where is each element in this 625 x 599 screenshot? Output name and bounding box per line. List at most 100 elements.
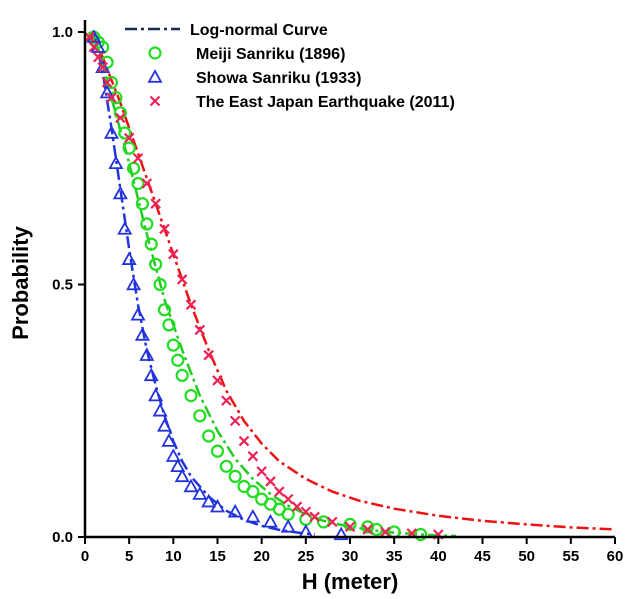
- series-3-point-17: [203, 349, 214, 361]
- series-2-point-7: [112, 185, 128, 200]
- series-2-point-25: [209, 498, 226, 513]
- y-axis-ticks: 0.0 0.5 1.0: [52, 24, 85, 546]
- series-1-point-37: [361, 520, 375, 534]
- x-axis-title: H (meter): [302, 569, 399, 594]
- series-2-point-20: [170, 458, 186, 473]
- series-3-point-3: [92, 51, 104, 63]
- lognormal-curve-3: [88, 31, 616, 531]
- x-tick-label-25: 25: [297, 548, 314, 565]
- series-2-point-17: [156, 418, 173, 432]
- series-3-point-30: [327, 516, 338, 528]
- series-1-point-24: [202, 429, 216, 443]
- series-3-point-7: [115, 112, 126, 124]
- series-1-point-14: [144, 237, 158, 251]
- series-2-point-11: [130, 306, 146, 321]
- series-1-point-17: [157, 303, 172, 317]
- series-2-point-29: [280, 519, 296, 533]
- series-1-point-16: [153, 277, 167, 292]
- x-tick-label-50: 50: [518, 548, 535, 565]
- x-tick-label-0: 0: [81, 548, 89, 565]
- legend-label-4: The East Japan Earthquake (2011): [196, 94, 455, 111]
- series-1-point-27: [228, 469, 242, 483]
- series-1-point-21: [175, 368, 189, 382]
- series-3-point-32: [362, 524, 373, 535]
- legend-swatch-cross: [149, 95, 161, 107]
- series-3-point-19: [221, 395, 232, 406]
- legend-label-1: Log-normal Curve: [190, 22, 328, 39]
- series-2-point-3: [95, 59, 111, 74]
- series-2-point-21: [174, 468, 190, 483]
- series-3-point-22: [247, 450, 259, 462]
- series-1-point-25: [210, 444, 225, 458]
- y-tick-label-0.5: 0.5: [52, 277, 73, 294]
- x-tick-label-55: 55: [562, 548, 579, 565]
- y-tick-label-0.0: 0.0: [52, 529, 73, 546]
- series-2-point-8: [117, 221, 133, 235]
- y-tick-label-1.0: 1.0: [52, 24, 73, 41]
- points-layer: [84, 29, 444, 542]
- series-2-point-6: [108, 155, 124, 170]
- series-3-point-31: [344, 521, 356, 533]
- series-3-point-4: [97, 62, 108, 73]
- series-3-point-15: [185, 299, 197, 310]
- series-3-point-28: [300, 506, 312, 518]
- series-3-point-21: [238, 435, 250, 447]
- series-2-point-24: [201, 493, 217, 508]
- series-1-point-8: [118, 126, 132, 140]
- series-2-point-9: [121, 251, 137, 265]
- series-1-point-11: [131, 176, 145, 191]
- series-2-point-12: [134, 327, 150, 341]
- x-tick-label-60: 60: [607, 548, 624, 565]
- series-1-point-10: [126, 161, 141, 175]
- legend: Log-normal Curve Meiji Sanriku (1896) Show…: [125, 22, 455, 111]
- series-1-point-23: [193, 409, 207, 423]
- series-3-point-20: [229, 415, 241, 427]
- legend-swatch-triangle: [147, 69, 163, 83]
- series-3-point-12: [159, 223, 170, 235]
- series-2-point-30: [298, 524, 314, 538]
- series-3-point-29: [309, 511, 320, 523]
- x-tick-label-45: 45: [474, 548, 491, 565]
- series-1-point-18: [162, 318, 176, 332]
- series-1-point-19: [166, 338, 180, 352]
- x-tick-label-30: 30: [342, 548, 359, 565]
- series-1-point-26: [219, 459, 233, 473]
- series-3-point-16: [194, 324, 206, 336]
- legend-swatch-circle: [148, 46, 162, 60]
- series-3-point-2: [88, 41, 100, 53]
- series-3-point-11: [150, 198, 161, 209]
- series-1-point-15: [149, 257, 163, 271]
- series-2-point-23: [192, 486, 208, 500]
- series-1-point-29: [246, 484, 260, 499]
- series-2-point-19: [165, 448, 181, 462]
- legend-label-3: Showa Sanriku (1933): [196, 70, 361, 87]
- lognormal-curve-1: [92, 31, 457, 538]
- legend-label-2: Meiji Sanriku (1896): [196, 46, 345, 63]
- series-3-point-26: [282, 493, 294, 505]
- x-tick-label-15: 15: [209, 548, 226, 565]
- series-2-point-27: [245, 508, 261, 523]
- series-3-point-6: [106, 92, 117, 103]
- series-2-point-31: [333, 526, 349, 541]
- series-3-point-24: [265, 476, 276, 487]
- series-3-point-25: [274, 486, 285, 497]
- series-3-point-8: [123, 132, 135, 144]
- series-2-point-14: [143, 367, 159, 382]
- series-2-point-26: [227, 503, 243, 518]
- series-1-point-36: [343, 517, 357, 531]
- series-3-point-33: [380, 526, 391, 538]
- series-3-point-18: [212, 375, 223, 386]
- series-1-point-40: [414, 527, 428, 542]
- x-axis-ticks: 0 5 10 15 20 25 30 35 40 45 50 55 60: [81, 537, 624, 565]
- series-2-point-28: [262, 513, 279, 528]
- x-tick-label-20: 20: [253, 548, 270, 565]
- series-2-point-22: [183, 478, 199, 493]
- series-3-point-9: [132, 152, 144, 164]
- x-tick-label-10: 10: [165, 548, 182, 565]
- series-2-point-5: [103, 125, 120, 139]
- series-3-point-14: [176, 274, 188, 285]
- series-2-point-15: [148, 387, 164, 402]
- series-3-point-13: [168, 248, 179, 260]
- series-2-point-10: [126, 276, 142, 291]
